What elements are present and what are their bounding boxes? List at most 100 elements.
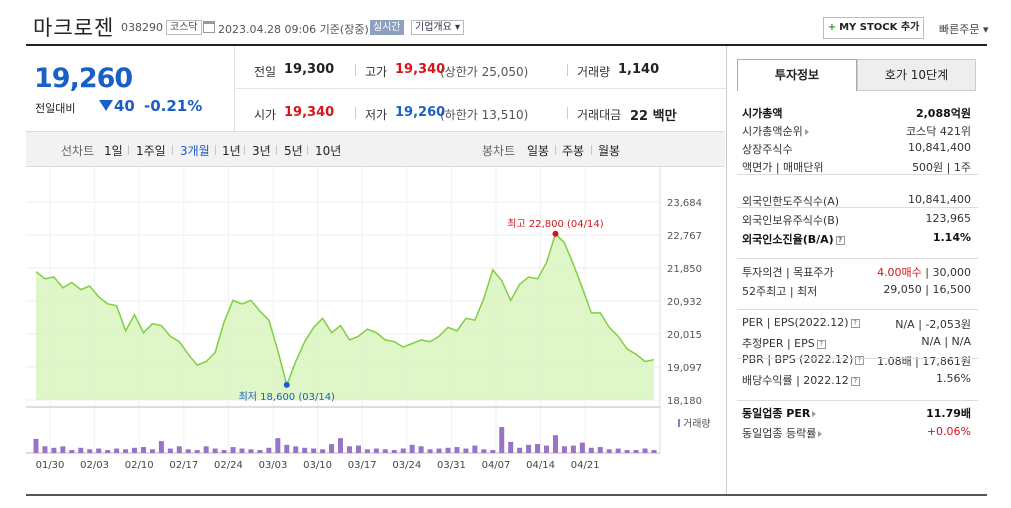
info-value: 1.14% [932,231,971,244]
candle-daily[interactable]: 일봉 [527,144,550,158]
change-label: 전일대비 [35,102,76,115]
info-label[interactable]: 동일업종 등락률 [742,425,823,441]
investment-opinion: 4.00매수 [877,266,922,279]
volume-bar [123,449,129,453]
volume-bar [355,445,361,453]
min-marker [283,381,290,388]
info-row: 외국인소진율(B/A)? 1.14% [742,231,971,247]
volume-label: 거래량 [577,65,611,79]
volume-bar [33,438,39,453]
candle-weekly[interactable]: 주봉 [562,144,585,158]
chevron-right-icon[interactable] [818,431,823,437]
info-value: 1.08배 | 17,861원 [877,355,971,368]
info-row: 동일업종 등락률 +0.06% [742,425,971,441]
period-3m[interactable]: 3개월 [180,144,210,158]
amount-label: 거래대금 [577,108,622,122]
info-value: 29,050 | 16,500 [883,283,971,296]
volume-bar [346,446,352,453]
x-tick-label: 02/10 [125,460,154,471]
info-value: N/A | N/A [921,335,971,348]
volume-bar [302,447,308,453]
tab-investment-info[interactable]: 투자정보 [737,59,857,91]
volume-bar [418,446,424,453]
company-info-button[interactable]: 기업개요 ▾ [411,20,464,35]
info-value: 1.56% [936,372,971,385]
y-tick-label: 20,932 [667,297,702,308]
volume-bar [42,446,48,453]
volume-bar [373,448,379,453]
chevron-right-icon[interactable] [812,411,817,417]
volume-bar [454,447,460,453]
period-bar: 선차트 1일 1주일 3개월 1년 3년 5년 10년 봉차트 일봉 주봉 월봉 [26,131,725,167]
volume-bar [158,441,164,453]
period-separator [276,145,277,155]
price-chart[interactable]: 23,684 22,767 21,850 20,932 20,015 19,097 18,1… [26,167,726,477]
stock-code: 038290 [121,21,163,34]
y-tick-label: 23,684 [667,198,702,209]
price-area [36,233,654,400]
period-1w[interactable]: 1주일 [136,144,166,158]
tab-orderbook[interactable]: 호가 10단계 [857,59,976,91]
volume-bar [463,448,469,453]
info-row: PER | EPS(2022.12)? N/A | -2,053원 [742,316,971,332]
x-tick-label: 03/17 [348,460,377,471]
realtime-badge[interactable]: 실시간 [370,20,404,35]
change-value: 40 [114,97,135,115]
info-value: 10,841,400 [908,193,971,206]
info-row: 시가총액순위 코스닥 421위 [742,123,971,139]
info-divider [737,258,978,259]
volume-bar [221,450,227,453]
x-tick-label: 01/30 [36,460,65,471]
volume-bar [293,446,299,453]
high-label: 고가 [365,65,388,79]
line-chart-label: 선차트 [61,144,95,158]
volume-bar [651,450,657,453]
volume-bar [364,449,370,453]
x-tick-label: 02/24 [214,460,243,471]
volume-bar [642,448,648,453]
period-1y[interactable]: 1년 [222,144,241,158]
help-icon[interactable]: ? [850,376,860,386]
info-row: 시가총액 2,088억원 [742,105,971,121]
help-icon[interactable]: ? [850,318,860,328]
volume-bar [382,449,388,453]
x-tick-label: 04/07 [482,460,511,471]
volume-bar [570,445,576,453]
period-separator [128,145,129,155]
quote-separator [567,64,568,76]
volume-bar [597,447,603,453]
period-3y[interactable]: 3년 [252,144,271,158]
period-10y[interactable]: 10년 [315,144,342,158]
volume-bar [194,450,200,453]
open-label: 시가 [254,108,277,122]
volume-bar [140,447,146,453]
min-label: 최저 18,600 (03/14) [239,391,335,403]
stock-name[interactable]: 마크로젠 [33,16,115,40]
volume-bar [624,450,630,453]
info-label: 상장주식수 [742,143,793,156]
period-5y[interactable]: 5년 [284,144,303,158]
chevron-right-icon[interactable] [804,129,809,135]
mystock-add-button[interactable]: + MY STOCK 추가 [823,17,924,39]
info-row: 상장주식수 10,841,400 [742,141,971,157]
quick-order-button[interactable]: 빠른주문 ▾ [939,23,989,36]
info-label[interactable]: 동일업종 PER [742,405,817,421]
info-label[interactable]: 시가총액순위 [742,123,809,139]
info-row: 추정PER | EPS? N/A | N/A [742,335,971,351]
candle-monthly[interactable]: 월봉 [598,144,621,158]
open-value: 19,340 [284,105,335,120]
change-percent: -0.21% [144,97,203,115]
help-icon[interactable]: ? [835,235,845,245]
max-marker [552,230,559,237]
volume-bar [633,450,639,453]
volume-bar [391,450,397,453]
period-separator [307,145,308,155]
quote-separator [567,107,568,119]
quote-separator [355,64,356,76]
help-icon[interactable]: ? [855,355,865,365]
period-1d[interactable]: 1일 [104,144,123,158]
volume-bar [114,448,120,453]
info-value: 123,965 [925,212,972,225]
help-icon[interactable]: ? [816,339,826,349]
